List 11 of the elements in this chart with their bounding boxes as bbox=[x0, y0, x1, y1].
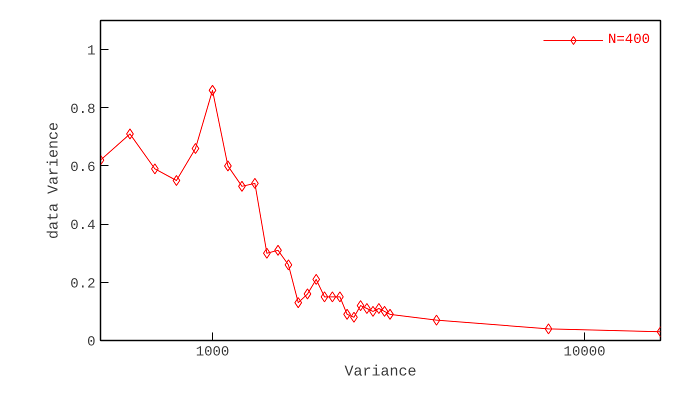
x-tick-label: 10000 bbox=[564, 344, 606, 360]
y-tick-label: 0.6 bbox=[70, 160, 96, 176]
x-tick-label: 1000 bbox=[196, 344, 230, 360]
y-tick-label: 0 bbox=[87, 334, 96, 350]
y-tick-label: 0.8 bbox=[70, 102, 96, 118]
y-tick-label: 1 bbox=[87, 44, 96, 60]
y-tick-label: 0.2 bbox=[70, 276, 96, 292]
legend-label: N=400 bbox=[608, 32, 650, 48]
y-tick-label: 0.4 bbox=[70, 218, 96, 234]
x-axis-title: Variance bbox=[344, 364, 417, 380]
y-axis-title: data Varience bbox=[45, 122, 62, 240]
